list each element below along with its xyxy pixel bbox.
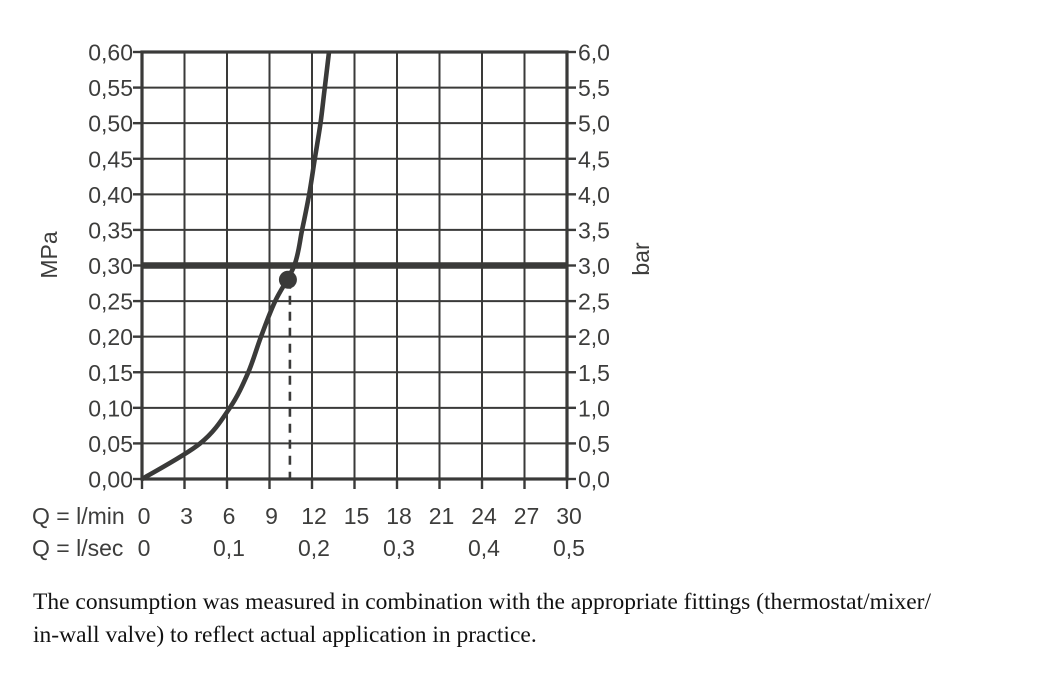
x-tick-label-lsec: 0,4: [468, 535, 500, 561]
y-right-axis-unit-label: bar: [628, 242, 654, 276]
y-left-tick-label: 0,10: [88, 395, 133, 421]
x-tick-label-lmin: 0: [138, 503, 151, 529]
x-axis-secondary-unit-label: Q = l/sec: [32, 535, 123, 561]
x-tick-label-lmin: 3: [180, 503, 193, 529]
x-tick-label-lsec: 0: [138, 535, 151, 561]
x-tick-label-lmin: 24: [471, 503, 497, 529]
x-tick-label-lsec: 0,3: [383, 535, 415, 561]
y-left-tick-label: 0,50: [88, 111, 133, 137]
operating-point-marker: [278, 270, 297, 289]
y-left-tick-label: 0,55: [88, 75, 133, 101]
x-tick-label-lmin: 30: [556, 503, 582, 529]
y-left-tick-label: 0,25: [88, 289, 133, 315]
flow-chart: 0,000,050,100,150,200,250,300,350,400,45…: [32, 40, 654, 562]
y-right-tick-label: 1,0: [578, 395, 610, 421]
y-left-axis-unit-label: MPa: [36, 231, 62, 279]
y-right-tick-label: 2,0: [578, 324, 610, 350]
y-left-tick-label: 0,40: [88, 182, 133, 208]
x-tick-label-lmin: 21: [429, 503, 455, 529]
flow-rate-curve: [140, 51, 332, 481]
y-right-tick-label: 0,0: [578, 467, 610, 493]
x-tick-label-lmin: 12: [301, 503, 327, 529]
x-tick-label-lsec: 0,2: [298, 535, 330, 561]
y-left-tick-label: 0,05: [88, 431, 133, 457]
y-left-tick-label: 0,00: [88, 467, 133, 493]
measurement-note-line-1: The consumption was measured in combinat…: [33, 589, 932, 615]
y-right-tick-label: 2,5: [578, 289, 610, 315]
x-tick-label-lmin: 15: [344, 503, 370, 529]
y-right-tick-label: 1,5: [578, 360, 610, 386]
y-right-tick-label: 5,0: [578, 111, 610, 137]
y-right-tick-label: 3,5: [578, 217, 610, 243]
y-right-tick-label: 6,0: [578, 40, 610, 66]
y-left-tick-label: 0,60: [88, 40, 133, 66]
y-left-tick-label: 0,15: [88, 360, 133, 386]
y-left-tick-label: 0,35: [88, 217, 133, 243]
y-right-tick-label: 4,5: [578, 146, 610, 172]
y-left-tick-label: 0,30: [88, 253, 133, 279]
y-right-tick-label: 4,0: [578, 182, 610, 208]
y-left-tick-label: 0,20: [88, 324, 133, 350]
y-right-tick-label: 3,0: [578, 253, 610, 279]
x-tick-label-lmin: 6: [223, 503, 236, 529]
measurement-note: The consumption was measured in combinat…: [33, 586, 1043, 651]
x-tick-label-lsec: 0,5: [553, 535, 585, 561]
y-right-tick-label: 0,5: [578, 431, 610, 457]
x-tick-label-lmin: 18: [386, 503, 412, 529]
measurement-note-line-2: in-wall valve) to reflect actual applica…: [33, 621, 537, 648]
x-tick-label-lmin: 27: [514, 503, 540, 529]
y-right-tick-label: 5,5: [578, 75, 610, 101]
y-left-tick-label: 0,45: [88, 146, 133, 172]
x-tick-label-lmin: 9: [265, 503, 278, 529]
x-tick-label-lsec: 0,1: [213, 535, 245, 561]
x-axis-primary-unit-label: Q = l/min: [32, 503, 125, 529]
